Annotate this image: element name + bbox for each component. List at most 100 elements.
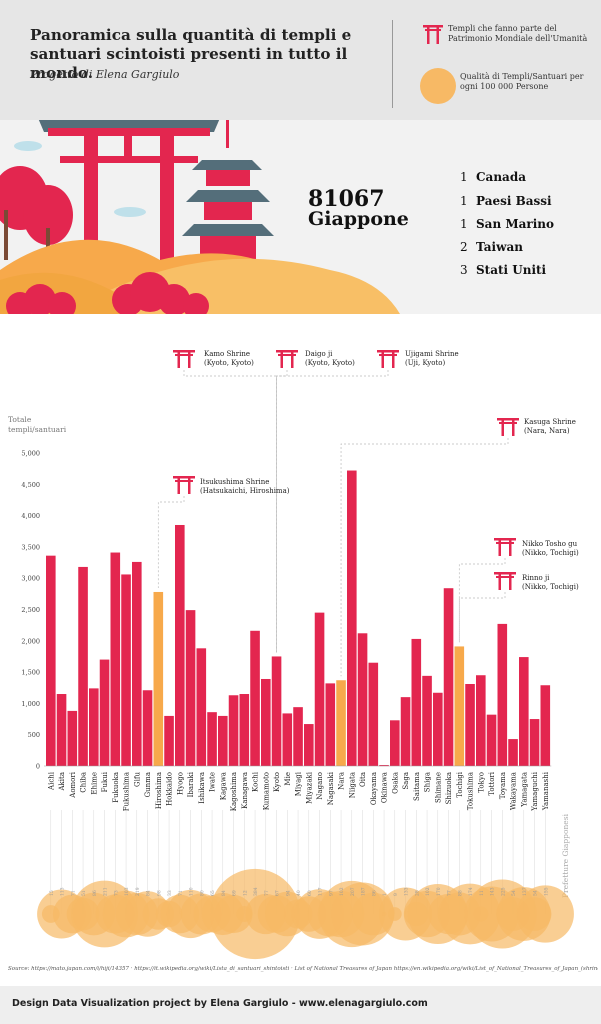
density-label: 117 [318,887,324,896]
annotation-place: (Nara, Nara) [524,427,570,435]
bar [465,683,475,766]
y-tick-label: 3,500 [21,543,40,551]
x-axis-label: Prefetture Giapponesi [561,813,570,898]
density-label: 110 [189,887,195,896]
x-tick-label: Yamaguchi [531,771,539,811]
density-label: 97 [328,890,334,896]
density-label: 60 [307,890,313,896]
bar [486,714,497,766]
density-label: 28 [414,890,420,896]
bar [207,712,217,766]
bar [228,695,239,766]
bar [314,612,325,766]
y-tick-label: 5,000 [21,450,40,458]
bar [411,638,422,766]
x-tick-label: Osaka [391,772,399,794]
ranking-item: 1 Paesi Bassi [460,194,552,208]
x-tick-label: Aomori [69,771,77,798]
y-tick-label: 3,000 [21,575,40,583]
density-label: 187 [361,887,367,896]
density-label: 84 [221,890,227,896]
density-label: 71 [70,890,76,896]
x-tick-label: Miyagi [295,771,303,796]
annotation-name: Ujigami Shrine [405,350,459,358]
x-tick-label: Wakayama [510,772,518,810]
ranking-item: 3 Stati Uniti [460,263,547,277]
density-label: 54 [533,890,539,896]
torii-gate-icon [377,350,399,368]
torii-gate-icon [494,572,516,590]
bar [433,692,443,766]
bar [89,688,99,766]
density-label: 1 [382,893,388,896]
bar [196,648,207,766]
density-label: 86 [371,890,377,896]
annotation-leader [340,438,509,677]
density-label: 51 [81,890,87,896]
bar [239,694,250,766]
bar [142,690,153,766]
annotation-name: Daigo ji [305,350,333,358]
x-tick-label: Hokkaido [166,772,174,806]
bar [529,719,540,766]
density-label: 15 [49,890,55,896]
density-label: 102 [425,887,431,896]
annotation-place: (Kyoto, Kyoto) [305,359,355,367]
annotation-place: (Nikko, Tochigi) [522,549,579,557]
bar [540,685,551,766]
density-label: 155 [543,887,549,896]
density-label: 67 [275,890,281,896]
bar [132,561,142,766]
torii-illustration [38,120,220,284]
x-tick-label: Ishikawa [198,772,206,804]
torii-gate-icon [494,538,516,556]
y-tick-label: 4,500 [21,481,40,489]
x-tick-label: Yamagata [520,772,528,808]
x-tick-label: Tokushima [467,772,475,810]
annotation-name: Kasuga Shrine [524,418,576,426]
x-tick-label: Saga [402,772,410,790]
bar [56,694,67,766]
x-tick-label: Okinawa [381,772,389,803]
bar [218,715,228,766]
y-tick-label: 2,500 [21,606,40,614]
density-label: 33 [167,890,173,896]
bar [454,646,465,766]
x-tick-label: Fukuoka [112,772,120,803]
density-bubble [516,885,574,943]
annotation-leader [276,370,288,653]
source-note: Source: https://mato.japan.com/i/hiji/14… [8,966,598,972]
density-label: 9 [393,893,399,896]
legend-density-dot [420,68,456,104]
legend-heritage-label: Templi che fanno parte del Patrimonio Mo… [448,24,588,43]
bar [422,675,432,766]
bar [110,552,121,766]
x-tick-label: Fukui [101,771,109,792]
bar [271,656,282,766]
annotation-leader [276,370,389,653]
density-label: 102 [339,887,345,896]
annotation-name: Itsukushima Shrine [200,478,269,486]
x-tick-label: Nagasaki [327,771,335,805]
x-tick-label: Kagoshima [230,772,238,811]
bar [250,630,260,766]
credit-text: Design Data Visualization project by Ele… [12,998,428,1009]
density-label: 133 [404,887,410,896]
density-label: 88 [457,890,463,896]
density-label: 94 [285,890,291,896]
density-label: 80 [199,890,205,896]
density-label: 12 [242,890,248,896]
density-label: 170 [436,887,442,896]
density-label: 73 [113,890,119,896]
bar [508,739,518,766]
torii-gate-icon [276,350,298,368]
bar [282,713,293,766]
annotation-place: (Uji, Kyoto) [405,359,445,367]
x-tick-label: Kanagawa [241,772,249,809]
header-divider [392,20,393,108]
x-tick-label: Miyazaki [305,771,313,804]
density-label: 69 [232,890,238,896]
legend-density-label: Qualità di Templi/Santuari per ogni 100 … [460,72,584,91]
bar [261,678,271,766]
x-tick-label: Hiroshima [155,772,163,809]
